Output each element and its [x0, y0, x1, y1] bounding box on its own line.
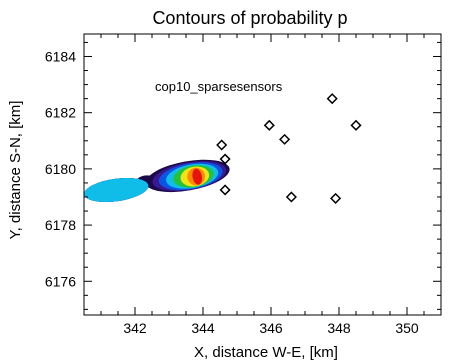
y-tick-label: 6182: [45, 105, 76, 121]
sensor-marker-3: [263, 119, 275, 131]
sensor-marker-1: [219, 153, 231, 165]
sensor-marker-7: [350, 119, 362, 131]
sensor-marker-6: [326, 93, 338, 105]
contour-level-7-region-2: [192, 168, 203, 185]
sensor-markers: [216, 93, 362, 204]
x-tick-label: 346: [259, 320, 283, 336]
x-tick-label: 342: [123, 320, 147, 336]
sensor-marker-2: [219, 184, 231, 196]
y-axis-label: Y, distance S-N, [km]: [7, 101, 24, 240]
x-tick-label: 350: [395, 320, 419, 336]
x-axis-label: X, distance W-E, [km]: [194, 344, 338, 361]
sensor-marker-5: [285, 191, 297, 203]
axis-ticks: [83, 34, 442, 315]
sensor-marker-8: [330, 192, 342, 204]
sensor-marker-4: [279, 133, 291, 145]
plot-annotation: cop10_sparsesensors: [155, 79, 283, 94]
plot-area: [83, 33, 442, 316]
sensor-marker-0: [216, 139, 228, 151]
y-tick-label: 6176: [45, 273, 76, 289]
contour-level-3-region-0: [84, 177, 149, 202]
x-tick-label: 344: [191, 320, 215, 336]
y-tick-label: 6180: [45, 161, 76, 177]
y-tick-label: 6178: [45, 217, 76, 233]
chart-title: Contours of probability p: [152, 8, 347, 28]
y-tick-label: 6184: [45, 48, 76, 64]
probability-contours: [84, 159, 230, 202]
plot-frame: [83, 33, 442, 316]
x-tick-label: 348: [327, 320, 351, 336]
